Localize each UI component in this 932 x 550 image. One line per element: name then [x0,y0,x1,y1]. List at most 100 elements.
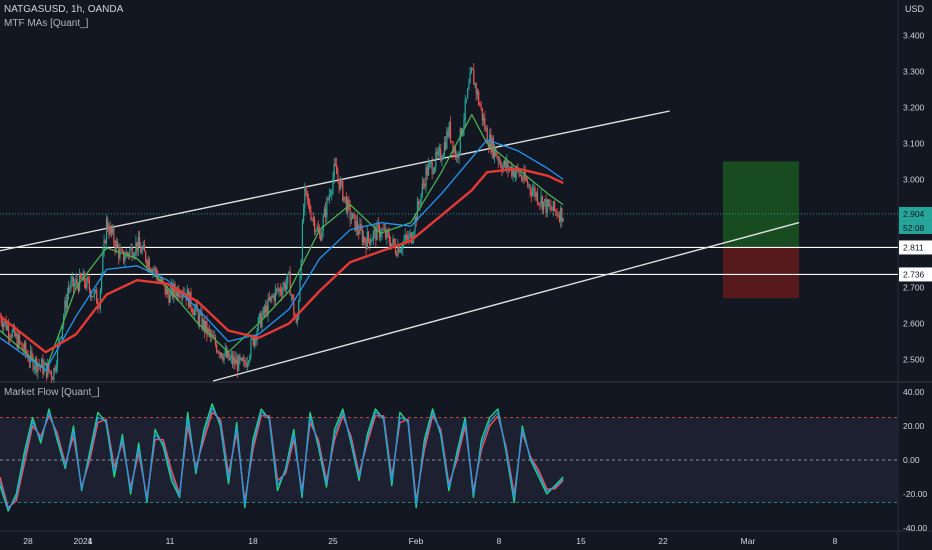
candle-body[interactable] [7,325,10,337]
candle-body[interactable] [236,359,239,372]
candle-body[interactable] [238,355,240,372]
candle-body[interactable] [465,98,468,101]
ma-legend[interactable]: MTF MAs [Quant_] [4,18,88,29]
candle-body[interactable] [371,239,373,242]
candle-body[interactable] [227,351,229,358]
candle-body[interactable] [152,268,154,273]
candle-body[interactable] [327,198,329,200]
candle-body[interactable] [551,209,553,211]
candle-body[interactable] [9,336,11,338]
candle-body[interactable] [153,268,155,271]
candle-body[interactable] [70,281,72,289]
candle-body[interactable] [53,368,55,380]
candle-body[interactable] [473,69,475,85]
candle-body[interactable] [474,83,476,85]
candle-body[interactable] [481,107,483,121]
candle-body[interactable] [311,218,313,220]
candle-body[interactable] [447,131,449,137]
candle-body[interactable] [151,269,153,273]
candle-body[interactable] [209,331,212,337]
candle-body[interactable] [223,354,225,361]
candle-body[interactable] [107,218,109,230]
candle-body[interactable] [269,296,272,301]
candle-body[interactable] [140,246,142,254]
candle-body[interactable] [314,219,316,232]
candle-body[interactable] [520,175,523,180]
candle-body[interactable] [28,360,30,363]
candle-body[interactable] [509,166,512,169]
candle-body[interactable] [303,208,305,222]
candle-body[interactable] [88,280,90,290]
candle-body[interactable] [279,288,281,293]
candle-body[interactable] [467,89,469,99]
candle-body[interactable] [169,289,171,303]
candle-body[interactable] [96,289,98,304]
candle-body[interactable] [307,198,310,203]
candle-body[interactable] [345,197,348,213]
candle-body[interactable] [101,274,103,290]
candle-body[interactable] [359,224,361,235]
candle-body[interactable] [82,272,84,281]
candle-body[interactable] [201,312,203,329]
candle-body[interactable] [501,167,503,172]
candle-body[interactable] [49,371,51,373]
candle-body[interactable] [267,297,269,316]
candle-body[interactable] [344,196,346,198]
candle-body[interactable] [557,215,559,217]
candle-body[interactable] [340,180,343,182]
candle-body[interactable] [296,317,299,323]
candle-body[interactable] [229,357,231,361]
candle-body[interactable] [457,155,459,158]
candle-body[interactable] [497,157,499,162]
candle-body[interactable] [129,249,131,256]
candle-body[interactable] [485,128,487,130]
candle-body[interactable] [527,180,529,186]
candle-body[interactable] [112,228,114,233]
flow-mid-line[interactable] [0,407,564,510]
candle-body[interactable] [503,160,505,166]
candle-body[interactable] [381,229,383,235]
ma-fast-line[interactable] [0,113,564,371]
candle-body[interactable] [409,232,411,235]
candle-body[interactable] [114,242,116,250]
candle-body[interactable] [48,364,50,372]
candle-body[interactable] [233,357,235,365]
candle-body[interactable] [553,201,556,211]
candle-body[interactable] [241,357,244,361]
candle-body[interactable] [513,169,515,178]
candle-body[interactable] [145,251,147,262]
candle-body[interactable] [321,230,323,241]
candle-body[interactable] [232,355,234,365]
candle-body[interactable] [518,170,520,176]
candle-body[interactable] [266,305,268,316]
candle-body[interactable] [514,172,517,178]
candle-body[interactable] [161,278,163,282]
candle-body[interactable] [290,295,292,296]
candle-body[interactable] [6,325,8,330]
candle-body[interactable] [179,296,181,297]
candle-body[interactable] [75,279,77,284]
candle-body[interactable] [400,249,403,251]
candle-body[interactable] [47,364,49,378]
candle-body[interactable] [138,237,141,247]
candle-body[interactable] [102,254,104,275]
candle-body[interactable] [529,185,531,192]
candle-body[interactable] [443,142,446,156]
candle-body[interactable] [337,174,339,179]
candle-body[interactable] [493,147,496,158]
candle-body[interactable] [202,319,204,329]
candle-body[interactable] [505,160,507,168]
candle-body[interactable] [507,161,509,171]
candle-body[interactable] [274,289,277,301]
candle-body[interactable] [76,279,78,285]
candle-body[interactable] [322,216,324,231]
candle-body[interactable] [247,361,250,363]
candle-body[interactable] [176,288,179,297]
candle-body[interactable] [334,163,337,165]
candle-body[interactable] [407,237,409,240]
candle-body[interactable] [245,363,247,367]
candle-body[interactable] [120,249,122,251]
candle-body[interactable] [85,283,87,288]
candle-body[interactable] [556,211,558,216]
candle-body[interactable] [372,231,374,240]
